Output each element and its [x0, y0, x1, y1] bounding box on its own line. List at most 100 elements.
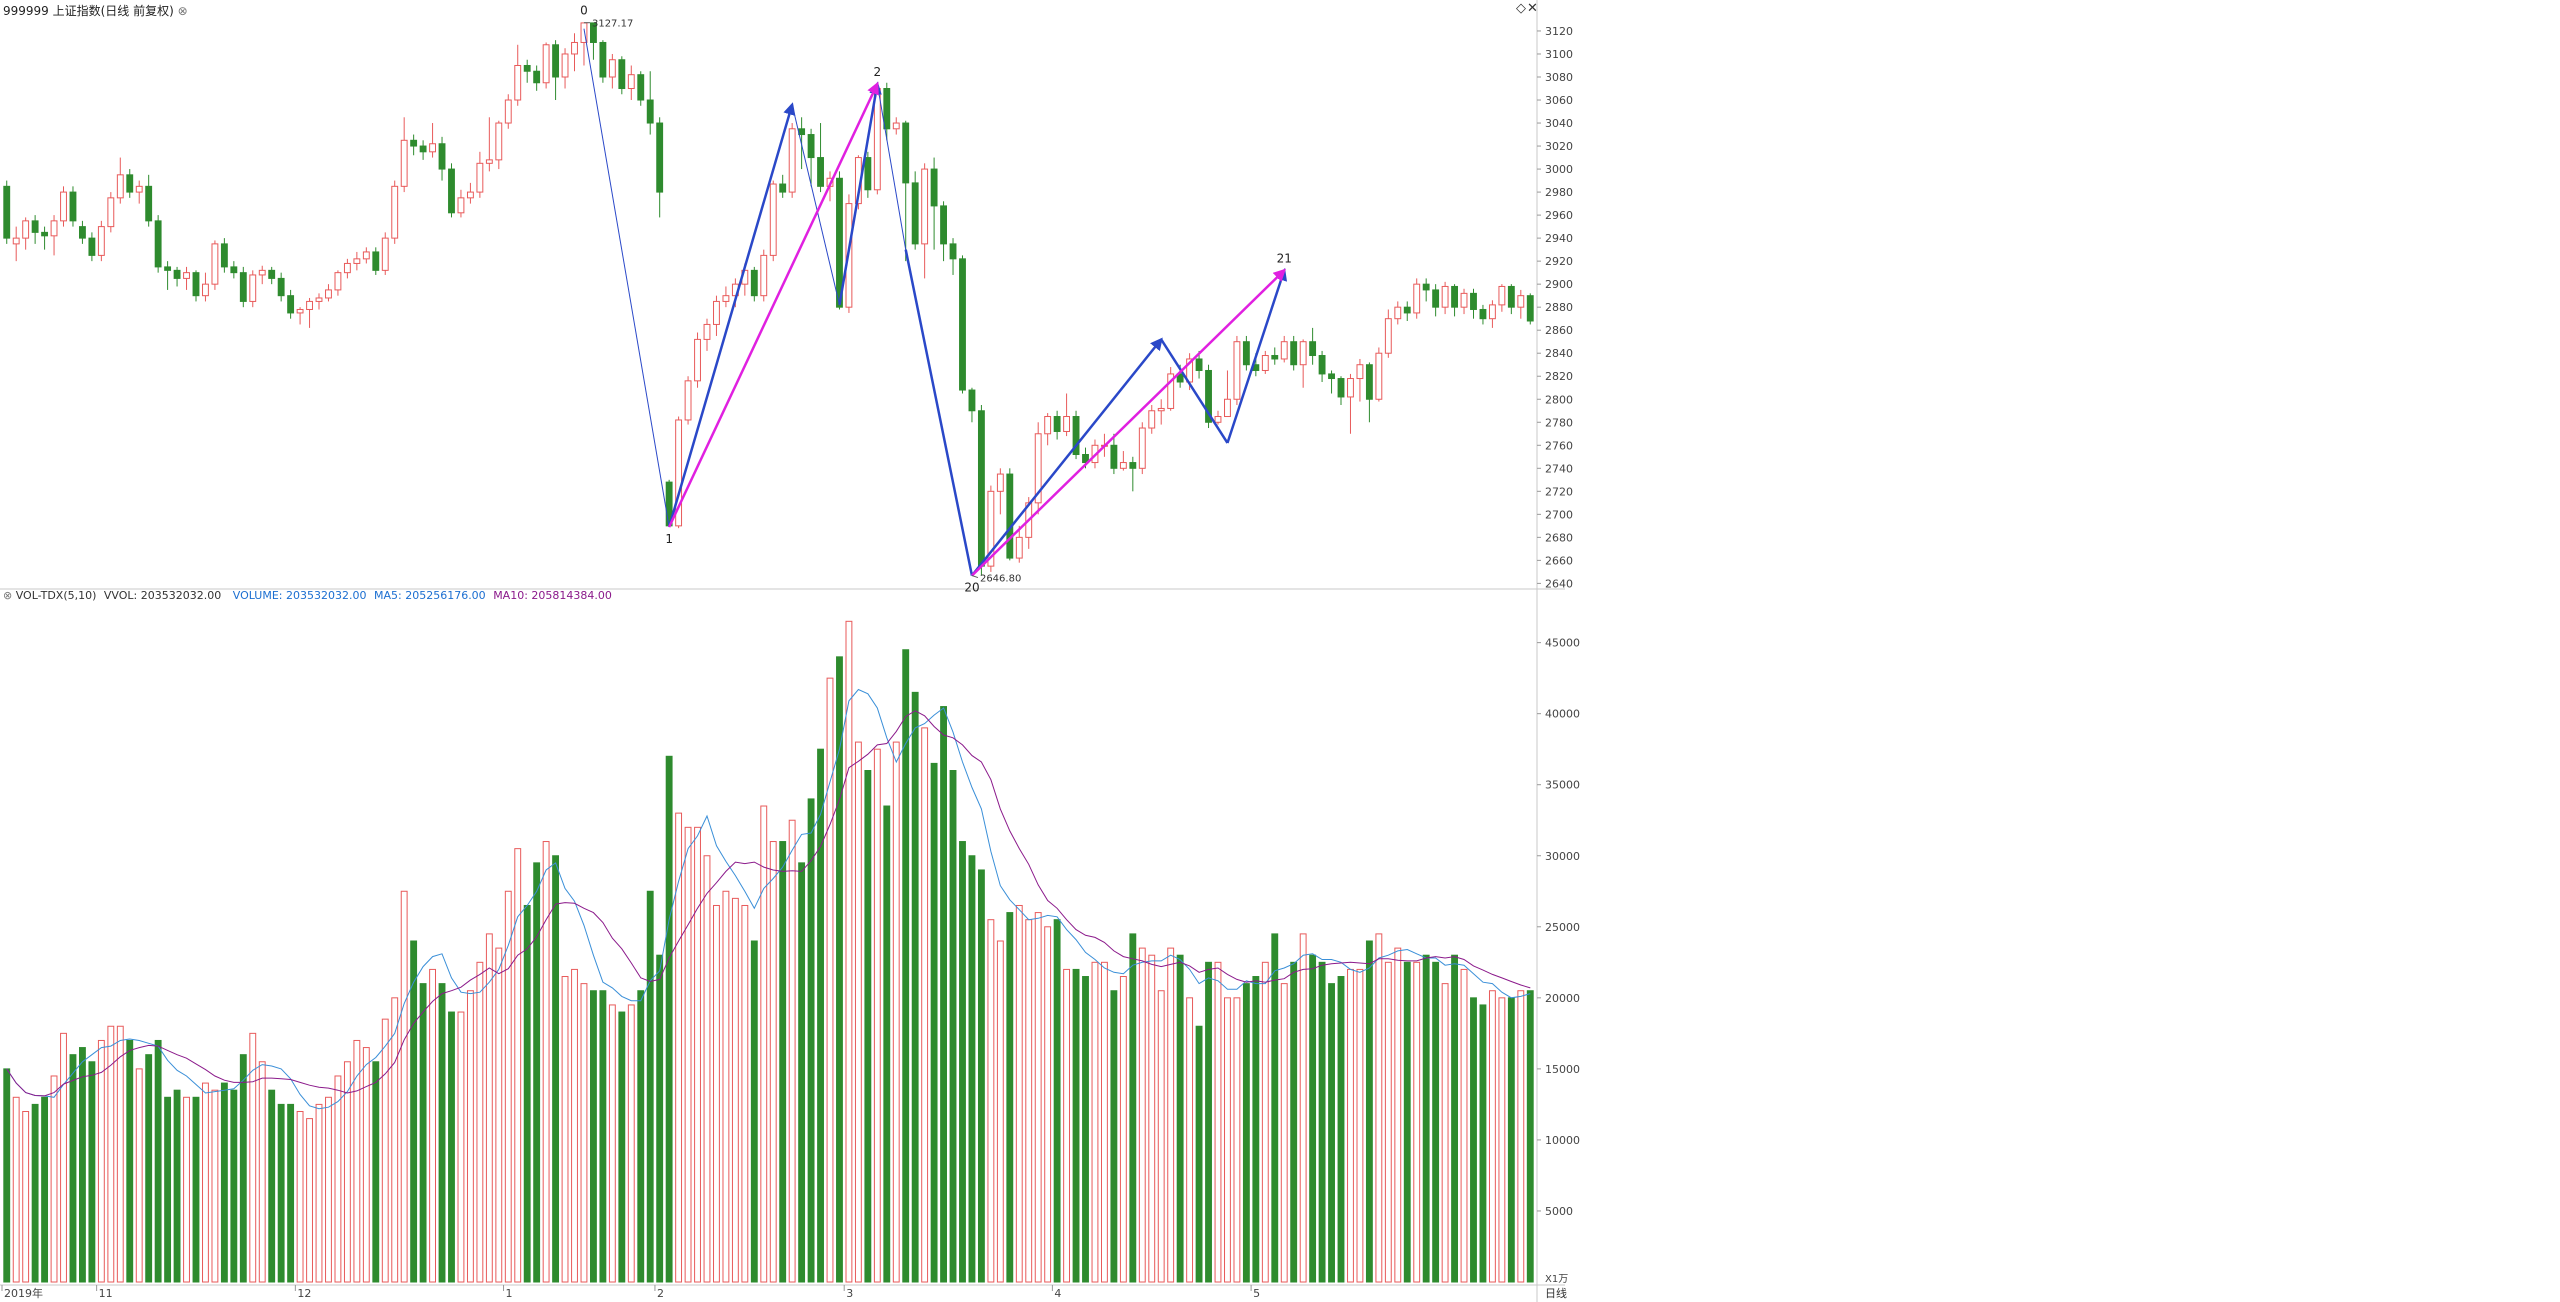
candle-body [495, 122, 503, 161]
price-tick-label: 2980 [1545, 186, 1573, 199]
candle-body [476, 162, 484, 193]
candle-body [1441, 285, 1449, 308]
candle-body [1034, 433, 1042, 504]
volume-bar [1015, 904, 1023, 1283]
volume-bar [353, 1039, 361, 1283]
candle-body [69, 191, 77, 222]
price-tick-label: 2940 [1545, 232, 1573, 245]
volume-bar [1186, 997, 1194, 1283]
candle-body [239, 272, 247, 302]
volume-bar [713, 904, 720, 1283]
candle-body [684, 380, 692, 421]
candle-body [1413, 283, 1421, 314]
volume-bar [1451, 954, 1458, 1283]
date-tick-label: 4 [1054, 1287, 1061, 1300]
volume-bar [750, 940, 758, 1283]
price-tick-label: 2760 [1545, 439, 1573, 452]
volume-bar [977, 869, 985, 1283]
candle-body [258, 269, 266, 276]
volume-bar [845, 620, 853, 1283]
wave-line [1160, 338, 1229, 444]
volume-bar [561, 976, 569, 1283]
candle-body [533, 70, 541, 84]
close-icon[interactable]: ✕ [1527, 1, 1538, 16]
candle-body [873, 88, 881, 191]
candle-body [968, 389, 976, 412]
volume-bar [873, 748, 881, 1283]
volume-bar [959, 841, 966, 1283]
volume-tick-label: 15000 [1545, 1063, 1580, 1076]
volume-header: ⊗ VOL-TDX(5,10) VVOL: 203532032.00 VOLUM… [3, 589, 612, 602]
volume-bar [381, 1018, 389, 1283]
candle-body [230, 266, 238, 274]
price-tick-label: 2640 [1545, 577, 1573, 590]
candle-body [391, 185, 399, 239]
price-tick-label: 3120 [1545, 25, 1573, 38]
wave-point-label: 20 [964, 581, 979, 595]
candle-body [154, 220, 162, 268]
volume-bar [760, 805, 768, 1283]
candle-body [296, 308, 304, 314]
candle-body [1195, 358, 1203, 371]
candle-body [921, 168, 929, 245]
volume-bar [343, 1061, 351, 1283]
volume-bar [1384, 961, 1392, 1283]
volume-bar [580, 983, 588, 1283]
volume-bar [1309, 954, 1317, 1283]
volume-bar [523, 904, 531, 1283]
price-tick-label: 2800 [1545, 393, 1573, 406]
candle-body [1460, 292, 1468, 308]
volume-bar [864, 770, 872, 1283]
volume-bar [97, 1039, 105, 1283]
volume-tick-label: 40000 [1545, 708, 1580, 721]
volume-close-icon[interactable]: ⊗ [3, 589, 13, 602]
candle-body [202, 283, 209, 297]
volume-bar [911, 691, 919, 1283]
price-tick-label: 2960 [1545, 209, 1573, 222]
volume-bar [1214, 961, 1222, 1283]
candle-body [1205, 369, 1212, 423]
volume-bar [296, 1111, 304, 1283]
close-circle-icon[interactable]: ⊗ [177, 4, 188, 18]
volume-tick-label: 35000 [1545, 779, 1580, 792]
candle-body [646, 99, 654, 124]
ma10-label: MA10: 205814384.00 [493, 589, 612, 602]
candle-body [1280, 341, 1288, 360]
volume-bar [306, 1118, 313, 1283]
wave-line [876, 83, 907, 250]
candle-body [864, 157, 872, 191]
volume-bar [230, 1089, 238, 1283]
date-tick-label: 11 [99, 1287, 113, 1300]
price-tick-label: 2820 [1545, 370, 1573, 383]
candle-body [552, 44, 560, 78]
price-tick-label: 3060 [1545, 94, 1573, 107]
candle-body [50, 220, 58, 237]
candle-body [817, 157, 824, 187]
candle-body [1526, 295, 1534, 322]
volume-bar [892, 741, 900, 1283]
volume-bar [798, 862, 806, 1283]
candle-body [1403, 306, 1411, 314]
volume-tick-label: 30000 [1545, 850, 1580, 863]
volume-bar [675, 812, 683, 1283]
wave-line [791, 104, 840, 305]
volume-bar [164, 1096, 172, 1283]
volume-bar [1413, 961, 1421, 1283]
volume-bar [1044, 926, 1052, 1283]
volume-bar [1148, 954, 1156, 1283]
volume-bar [968, 855, 976, 1283]
candle-body [1309, 341, 1317, 357]
volume-bar [249, 1032, 257, 1283]
candle-body [277, 277, 285, 297]
volume-bar [3, 1068, 11, 1283]
volume-bar [599, 990, 607, 1283]
candle-body [1498, 285, 1506, 306]
period-label: 日线 [1545, 1286, 1567, 1300]
candle-body [807, 134, 815, 159]
diamond-icon[interactable]: ◇ [1516, 1, 1526, 16]
candle-body [1082, 453, 1089, 464]
volume-bar [769, 841, 777, 1283]
price-tick-label: 3080 [1545, 71, 1573, 84]
date-tick-label: 2019年 [4, 1286, 43, 1300]
